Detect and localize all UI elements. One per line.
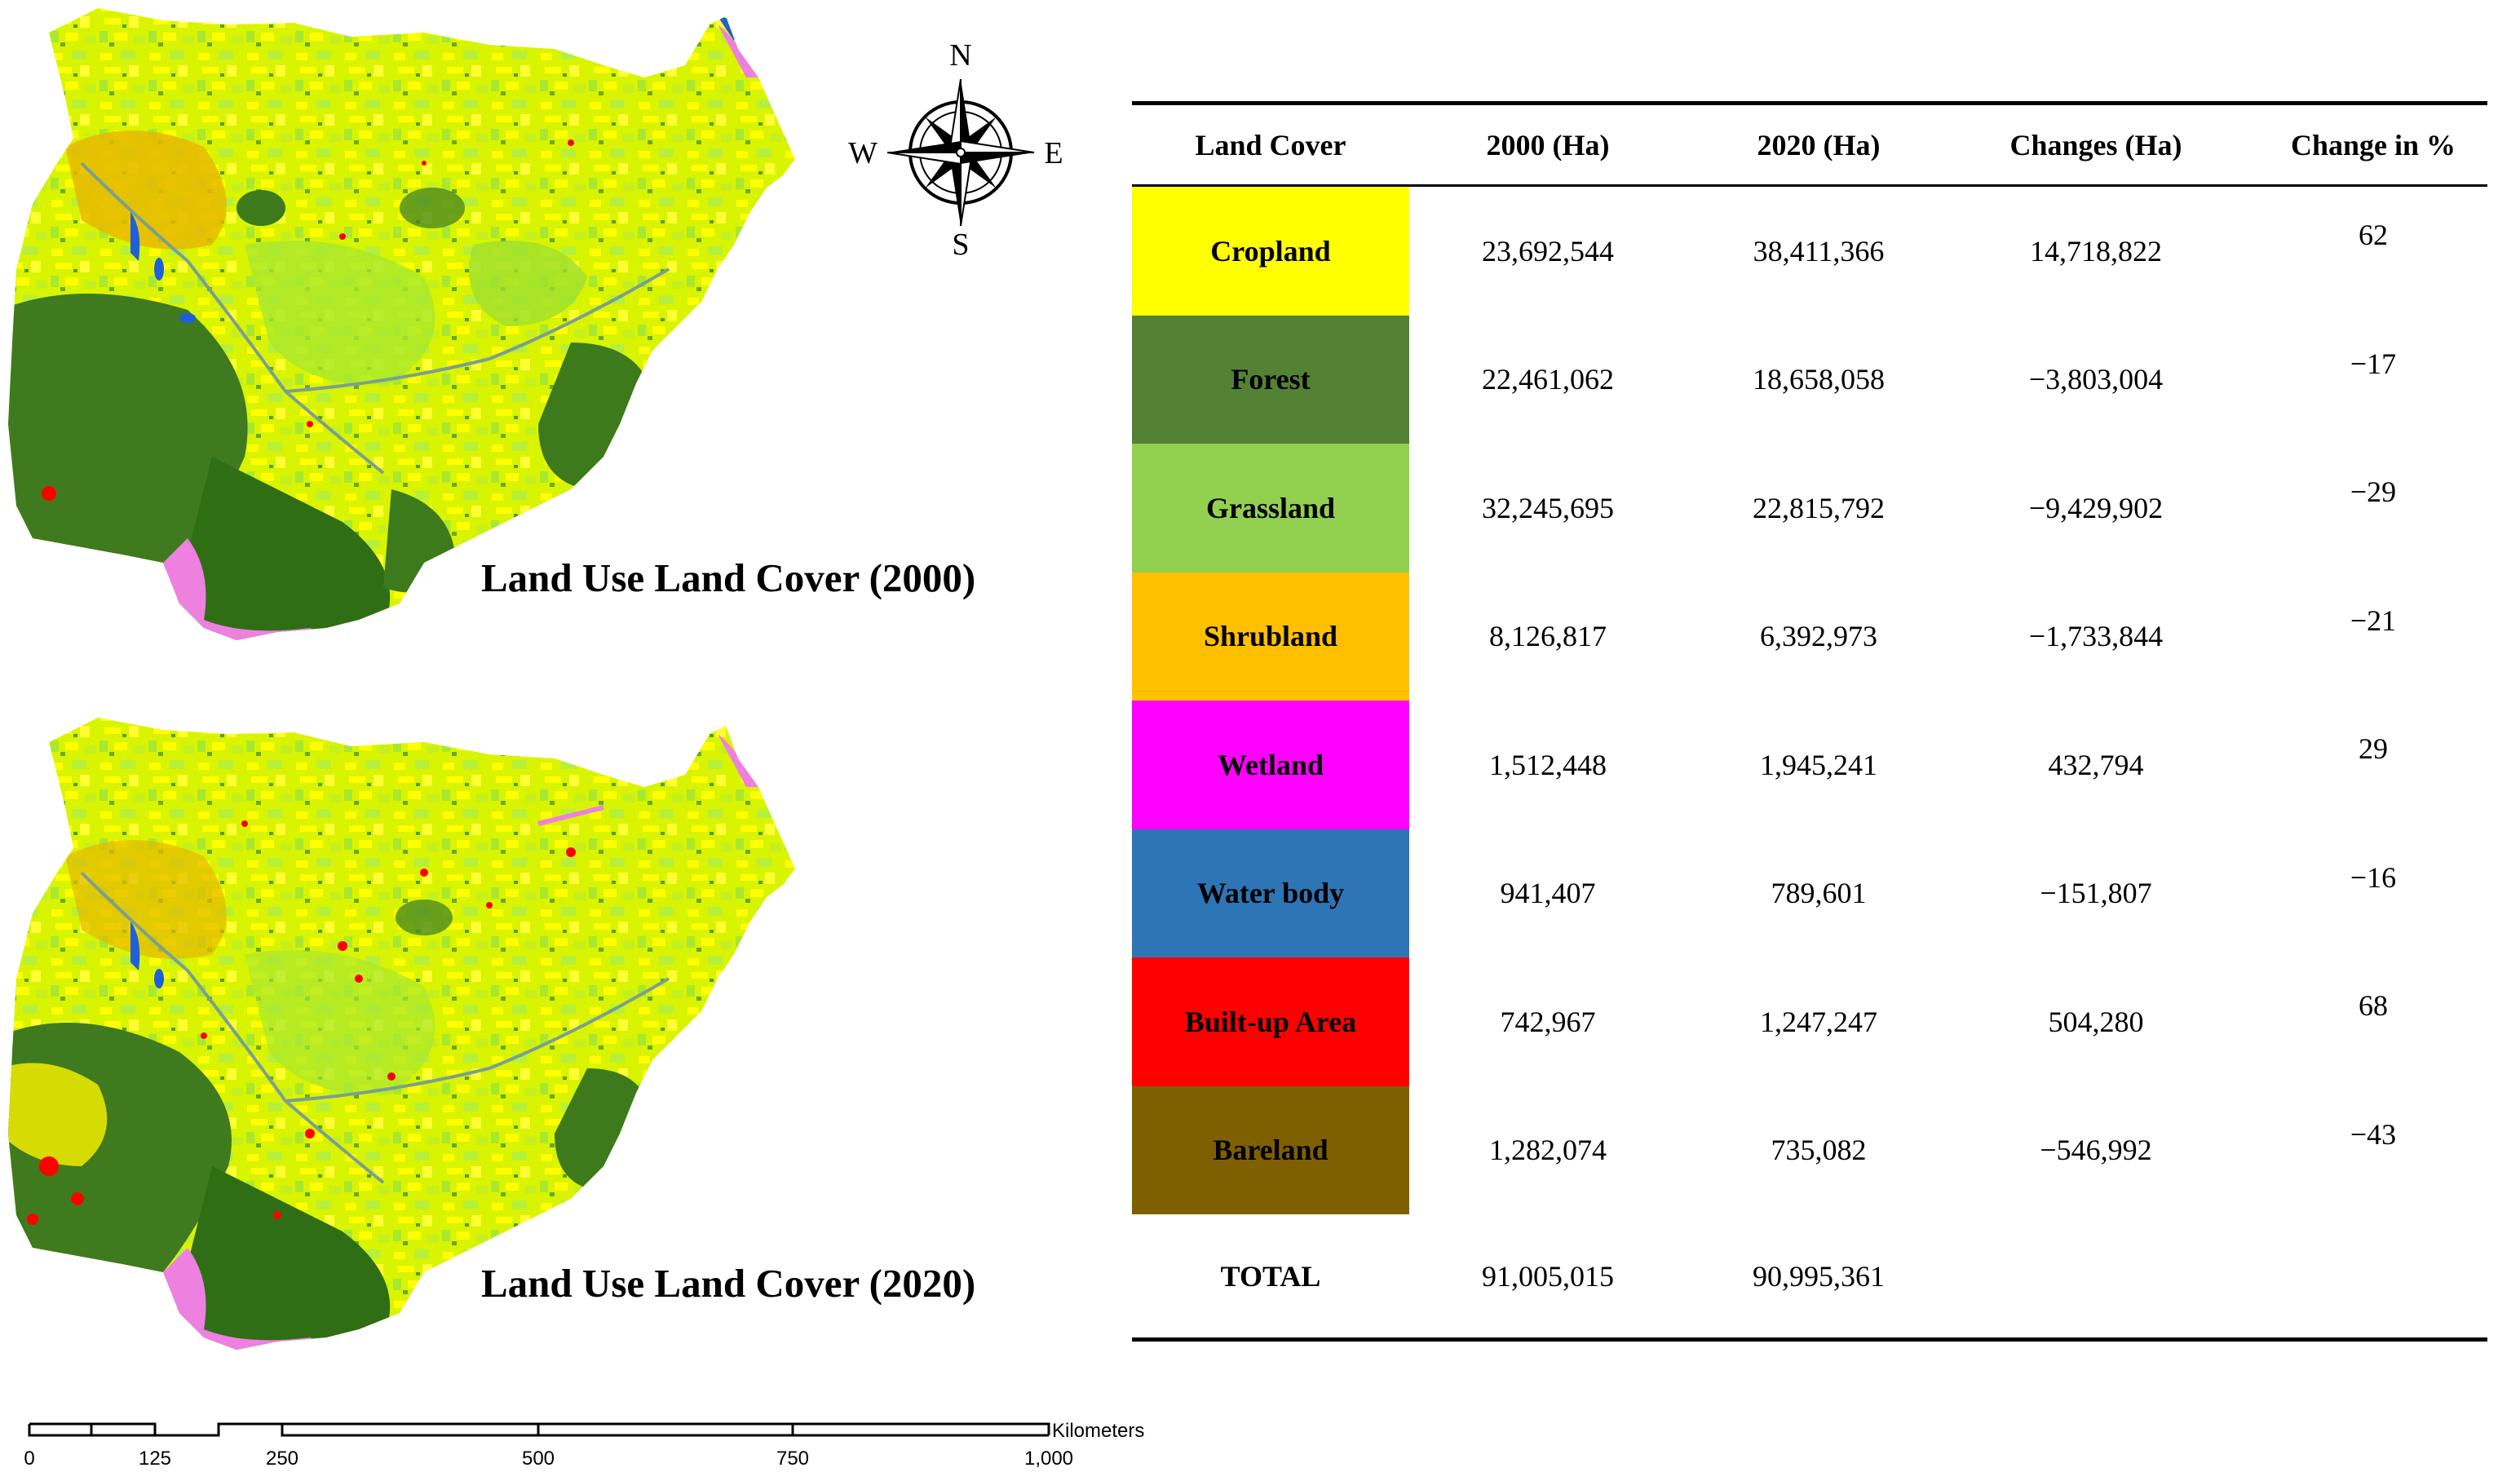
value-2020: 18,658,058 (1753, 363, 1885, 396)
lulc-maps (8, 8, 795, 1350)
value-change-ha: −3,803,004 (2028, 363, 2164, 396)
scale-tick-1000: 1,000 (1024, 1448, 1073, 1470)
value-2000: 23,692,544 (1482, 234, 1614, 267)
compass-rose-icon: N S E W (848, 38, 1063, 262)
value-2020: 735,082 (1771, 1134, 1867, 1167)
land-cover-swatch: Shrubland (1132, 572, 1409, 701)
north-arrow-compass: N S E W (840, 38, 1085, 269)
compass-west: W (848, 136, 878, 170)
value-change-pct: −29 (2350, 475, 2397, 508)
value-change-ha: −151,807 (2040, 877, 2152, 910)
scale-unit: Kilometers (1052, 1420, 1144, 1442)
value-change-pct: 29 (2359, 732, 2388, 765)
value-change-pct: −43 (2350, 1117, 2397, 1151)
header-2020-ha: 2020 (Ha) (1757, 129, 1881, 161)
land-cover-swatch: Forest (1132, 315, 1409, 444)
table-top-rule (1132, 101, 2487, 105)
table-row: Built-up Area 742,967 1,247,247 504,280 68 (1132, 957, 2487, 1086)
land-cover-swatch: Water body (1132, 829, 1409, 957)
maps-panel: Land Use Land Cover (2000) Land Use Land… (0, 0, 1142, 1477)
value-2000: 32,245,695 (1482, 491, 1614, 524)
table-row: Bareland 1,282,074 735,082 −546,992 −43 (1132, 1085, 2487, 1214)
value-2020: 6,392,973 (1760, 620, 1877, 653)
value-change-pct: 68 (2359, 989, 2388, 1022)
scale-tick-750: 750 (776, 1448, 809, 1470)
value-2000: 941,407 (1500, 877, 1596, 910)
value-2020: 1,247,247 (1760, 1005, 1877, 1038)
value-2000: 1,282,074 (1489, 1134, 1607, 1167)
total-2000: 91,005,015 (1482, 1260, 1614, 1293)
land-cover-swatch: Wetland (1132, 701, 1409, 829)
scale-tick-500: 500 (522, 1448, 555, 1470)
table-bottom-rule (1132, 1337, 2487, 1342)
value-2020: 22,815,792 (1753, 491, 1885, 524)
value-2020: 789,601 (1771, 877, 1867, 910)
scale-tick-125: 125 (139, 1448, 171, 1470)
value-change-ha: −546,992 (2040, 1134, 2152, 1167)
scale-tick-250: 250 (266, 1448, 298, 1470)
value-change-ha: 14,718,822 (2030, 234, 2162, 267)
value-change-pct: −17 (2350, 347, 2397, 380)
value-2020: 1,945,241 (1760, 748, 1877, 781)
header-land-cover: Land Cover (1195, 129, 1346, 161)
value-change-pct: 62 (2359, 219, 2388, 251)
map-2020-title: Land Use Land Cover (2020) (481, 1261, 976, 1306)
header-change-pct: Change in % (2290, 129, 2456, 161)
compass-south: S (952, 228, 969, 262)
value-2000: 1,512,448 (1489, 748, 1607, 781)
table-total-row: TOTAL 91,005,015 90,995,361 (1132, 1211, 2487, 1342)
total-2020: 90,995,361 (1753, 1260, 1885, 1293)
value-change-pct: −21 (2350, 603, 2397, 637)
value-change-ha: −1,733,844 (2028, 620, 2164, 653)
scale-tick-0: 0 (24, 1448, 34, 1470)
table-row: Forest 22,461,062 18,658,058 −3,803,004 −17 (1132, 315, 2487, 444)
scale-bar: 0 125 250 500 750 1,000 Kilometers (0, 1403, 1183, 1477)
value-2020: 38,411,366 (1753, 234, 1885, 267)
land-cover-swatch: Cropland (1132, 187, 1409, 316)
table-row: Water body 941,407 789,601 −151,807 −16 (1132, 829, 2487, 957)
map-2000 (8, 8, 795, 640)
value-change-ha: −9,429,902 (2028, 491, 2164, 524)
compass-east: E (1044, 136, 1063, 170)
value-2000: 8,126,817 (1489, 620, 1607, 653)
total-label: TOTAL (1220, 1260, 1321, 1293)
map-2000-title: Land Use Land Cover (2000) (481, 555, 976, 600)
value-change-ha: 504,280 (2048, 1005, 2144, 1038)
value-change-pct: −16 (2350, 860, 2397, 894)
land-cover-swatch: Built-up Area (1132, 957, 1409, 1086)
land-cover-swatch: Grassland (1132, 444, 1409, 573)
value-change-ha: 432,794 (2048, 748, 2144, 781)
header-2000-ha: 2000 (Ha) (1486, 129, 1610, 161)
compass-north: N (949, 41, 971, 73)
land-cover-swatch: Bareland (1132, 1085, 1409, 1214)
table-row: Grassland 32,245,695 22,815,792 −9,429,902 −… (1132, 444, 2487, 573)
header-changes-ha: Changes (Ha) (2009, 129, 2182, 161)
table-row: Shrubland 8,126,817 6,392,973 −1,733,844 −21 (1132, 572, 2487, 701)
value-2000: 22,461,062 (1482, 363, 1614, 396)
value-2000: 742,967 (1500, 1005, 1596, 1038)
table-header-rule (1132, 184, 2487, 187)
table-row: Wetland 1,512,448 1,945,241 432,794 29 (1132, 701, 2487, 829)
table-row: Cropland 23,692,544 38,411,366 14,718,822 62 (1132, 187, 2487, 316)
